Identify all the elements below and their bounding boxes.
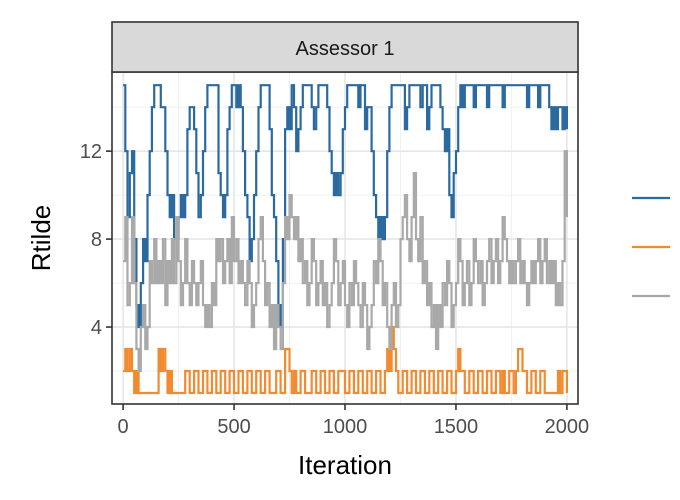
y-axis: 4 8 12 bbox=[80, 141, 112, 339]
x-tick-label: 500 bbox=[217, 416, 250, 438]
x-tick-label: 1000 bbox=[323, 416, 368, 438]
y-tick-label: 4 bbox=[91, 317, 102, 339]
x-tick-label: 1500 bbox=[434, 416, 479, 438]
series-line-2 bbox=[123, 325, 568, 395]
x-axis-title: Iteration bbox=[298, 450, 392, 480]
x-tick-label: 0 bbox=[118, 416, 129, 438]
legend bbox=[632, 196, 670, 298]
y-tick-label: 12 bbox=[80, 141, 102, 163]
series-line-1 bbox=[123, 84, 568, 329]
y-tick-label: 8 bbox=[91, 229, 102, 251]
y-axis-title: Rtilde bbox=[26, 205, 56, 271]
series-layer bbox=[123, 84, 568, 395]
facet-strip bbox=[111, 21, 579, 73]
x-axis: 0 500 1000 1500 2000 bbox=[118, 404, 590, 438]
facet-strip-label: Assessor 1 bbox=[296, 38, 395, 60]
x-tick-label: 2000 bbox=[545, 416, 590, 438]
series-line-3 bbox=[123, 150, 568, 373]
